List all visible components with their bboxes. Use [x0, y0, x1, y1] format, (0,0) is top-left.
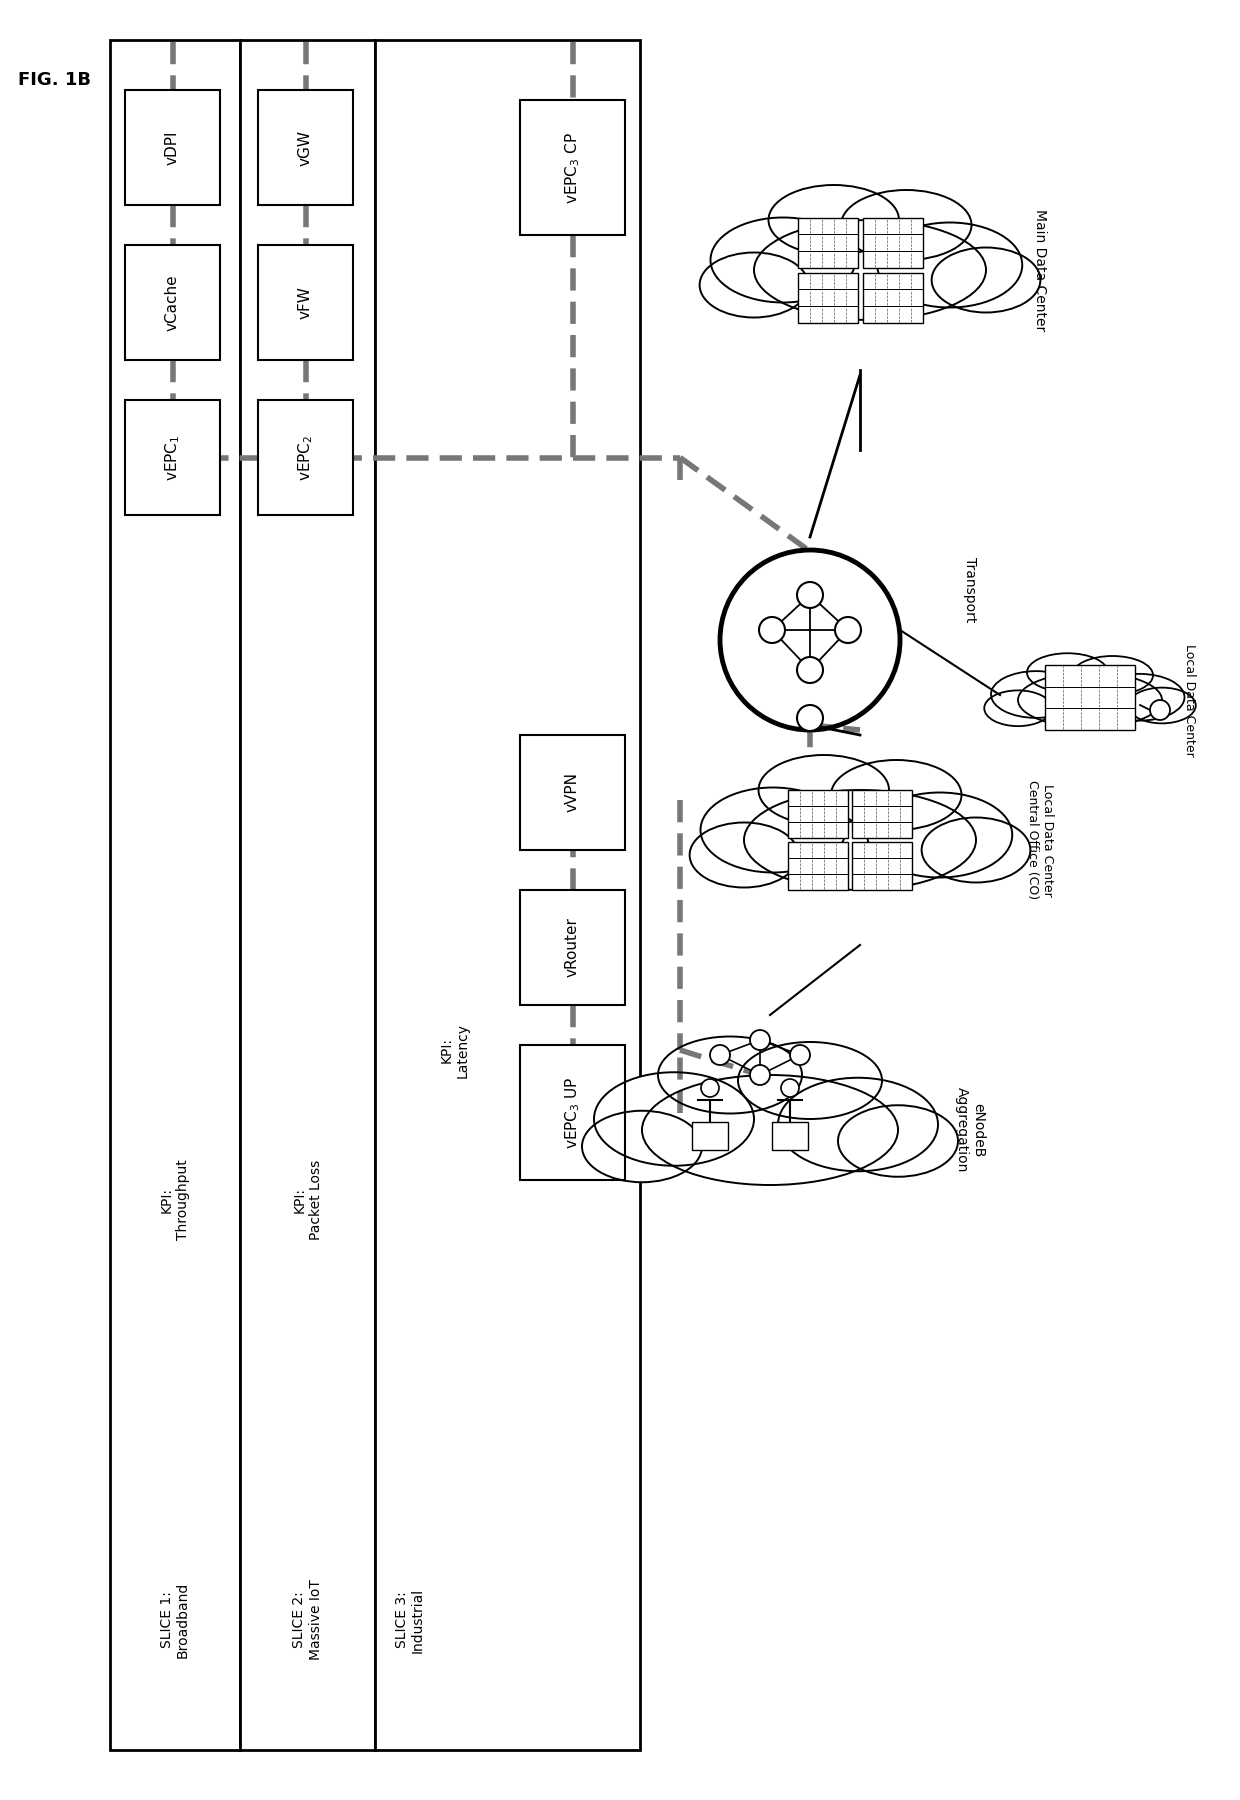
Text: SLICE 2:
Massive IoT: SLICE 2: Massive IoT [293, 1580, 322, 1660]
Bar [125, 90, 219, 205]
Ellipse shape [1128, 688, 1195, 724]
Ellipse shape [991, 671, 1081, 718]
Circle shape [1149, 700, 1171, 720]
Bar [258, 245, 353, 360]
Circle shape [711, 1046, 730, 1066]
Ellipse shape [658, 1037, 802, 1114]
Ellipse shape [701, 788, 846, 873]
Circle shape [750, 1066, 770, 1085]
Text: vCache: vCache [165, 274, 180, 331]
Text: vEPC$_3$ UP: vEPC$_3$ UP [563, 1076, 582, 1148]
Text: FIG. 1B: FIG. 1B [19, 70, 92, 88]
Bar [692, 1121, 728, 1150]
Ellipse shape [582, 1111, 702, 1183]
Ellipse shape [1027, 653, 1109, 691]
Text: vRouter: vRouter [565, 918, 580, 977]
Bar [773, 1121, 808, 1150]
Text: SLICE 1:
Broadband: SLICE 1: Broadband [160, 1582, 190, 1658]
Ellipse shape [1095, 673, 1184, 720]
Bar [241, 40, 374, 1750]
Ellipse shape [867, 792, 1012, 878]
Text: vFW: vFW [298, 286, 312, 319]
Text: vEPC$_3$ CP: vEPC$_3$ CP [563, 131, 582, 203]
Circle shape [781, 1078, 799, 1096]
Bar [520, 1046, 625, 1181]
Circle shape [797, 657, 823, 682]
Text: Local Data Center
Central Office (CO): Local Data Center Central Office (CO) [1025, 781, 1054, 900]
Bar [125, 400, 219, 515]
Bar [374, 40, 640, 1750]
Circle shape [750, 1030, 770, 1049]
Ellipse shape [921, 817, 1030, 882]
Bar [1045, 664, 1135, 731]
Bar [520, 734, 625, 850]
Ellipse shape [689, 823, 799, 887]
Ellipse shape [777, 1078, 937, 1172]
Bar [258, 400, 353, 515]
Text: vDPI: vDPI [165, 130, 180, 166]
Text: Local Data Center: Local Data Center [1183, 644, 1197, 756]
Ellipse shape [841, 191, 971, 259]
Ellipse shape [931, 247, 1040, 313]
Circle shape [790, 1046, 810, 1066]
Circle shape [701, 1078, 719, 1096]
Text: Main Data Center: Main Data Center [1033, 209, 1047, 331]
Ellipse shape [985, 691, 1052, 725]
Ellipse shape [642, 1075, 898, 1184]
Ellipse shape [738, 1042, 882, 1120]
Circle shape [797, 706, 823, 731]
Bar [258, 90, 353, 205]
Ellipse shape [838, 1105, 959, 1177]
Text: SLICE 3:
Industrial: SLICE 3: Industrial [394, 1588, 425, 1652]
Text: Transport: Transport [963, 558, 977, 623]
Text: KPI:
Packet Loss: KPI: Packet Loss [293, 1159, 322, 1240]
Ellipse shape [759, 754, 889, 824]
Text: vGW: vGW [298, 130, 312, 166]
Bar [863, 218, 923, 268]
Ellipse shape [1018, 673, 1162, 727]
Text: vVPN: vVPN [565, 772, 580, 812]
Bar [787, 842, 848, 889]
Text: vEPC$_2$: vEPC$_2$ [296, 434, 315, 481]
Bar [797, 218, 858, 268]
Bar [787, 790, 848, 839]
Bar [125, 245, 219, 360]
Bar [110, 40, 241, 1750]
Text: KPI:
Throughput: KPI: Throughput [160, 1159, 190, 1240]
Ellipse shape [711, 218, 856, 302]
Circle shape [835, 617, 861, 643]
Circle shape [797, 581, 823, 608]
Ellipse shape [877, 223, 1022, 308]
Ellipse shape [831, 760, 961, 830]
Bar [852, 842, 911, 889]
Ellipse shape [1073, 655, 1153, 695]
Ellipse shape [754, 220, 986, 320]
Bar [797, 272, 858, 322]
Ellipse shape [594, 1073, 754, 1166]
Text: eNodeB
Aggregation: eNodeB Aggregation [955, 1087, 985, 1172]
Ellipse shape [744, 790, 976, 889]
Bar [852, 790, 911, 839]
Text: vEPC$_1$: vEPC$_1$ [164, 434, 182, 481]
Ellipse shape [699, 252, 808, 317]
Circle shape [759, 617, 785, 643]
Bar [520, 101, 625, 236]
Bar [863, 272, 923, 322]
Text: KPI:
Latency: KPI: Latency [440, 1022, 470, 1078]
Bar [520, 889, 625, 1004]
Ellipse shape [769, 185, 899, 256]
